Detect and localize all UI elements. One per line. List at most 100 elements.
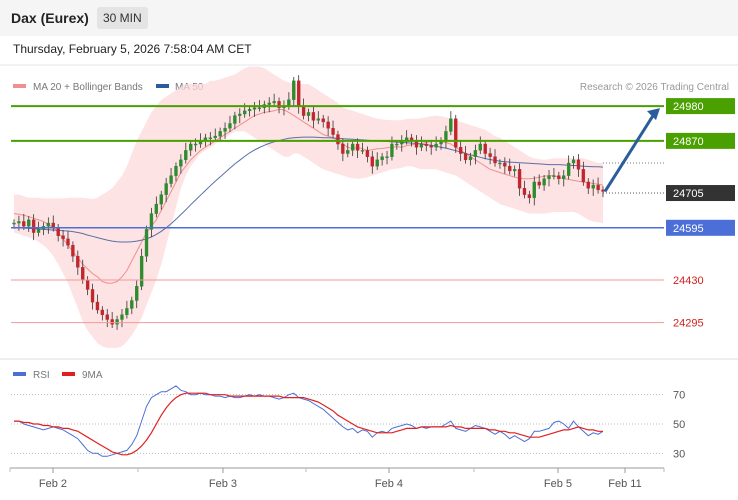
header-bar: Dax (Eurex) 30 MIN [0, 0, 738, 36]
candle-body [547, 175, 551, 180]
candle-body [27, 219, 31, 227]
candle-body [46, 222, 51, 227]
candle-body [12, 222, 16, 225]
legend-swatch-rsi [13, 372, 26, 376]
legend-rsi-ma: 9MA [82, 370, 103, 381]
support-label: 24430 [673, 275, 704, 287]
rsi-tick-label: 30 [673, 448, 685, 460]
candle-body [208, 137, 213, 139]
candle-body [228, 123, 232, 129]
x-tick-label: Feb 11 [608, 478, 641, 490]
candle-body [252, 107, 257, 110]
candle-body [257, 107, 262, 109]
pivot-label: 24595 [673, 223, 704, 235]
candle-body [571, 159, 576, 164]
candle-body [105, 314, 109, 320]
candle-body [213, 135, 217, 138]
current-price-label: 24705 [673, 188, 704, 200]
candle-body [110, 319, 114, 325]
candle-body [375, 159, 379, 167]
candle-body [56, 227, 60, 236]
candle-body [193, 143, 198, 146]
candle-body [90, 289, 95, 303]
candle-body [272, 101, 276, 104]
resistance-tag [666, 132, 735, 149]
legend-swatch-ma20 [13, 84, 26, 88]
forecast-arrow [603, 113, 656, 193]
candle-body [478, 143, 482, 151]
current-price-tag [666, 185, 735, 202]
candle-body [22, 221, 26, 227]
candle-body [95, 301, 100, 311]
candle-body [532, 181, 536, 198]
candle-body [135, 286, 139, 301]
candle-body [562, 175, 566, 180]
candle-body [164, 183, 168, 195]
legend-swatch-rsi-ma [62, 372, 75, 376]
candle-body [223, 128, 227, 132]
candle-body [434, 143, 438, 148]
candle-body [149, 213, 154, 230]
x-tick-label: Feb 3 [209, 478, 237, 490]
candle-body [174, 165, 178, 176]
candle-body [557, 175, 561, 180]
candle-body [61, 235, 65, 240]
candle-body [346, 150, 350, 154]
candle-body [154, 203, 159, 214]
candle-body [566, 162, 571, 176]
candle-body [380, 156, 384, 161]
candle-body [331, 128, 335, 135]
candle-body [385, 156, 389, 158]
candle-body [586, 181, 590, 189]
candle-body [17, 221, 21, 224]
candle-body [365, 150, 370, 157]
resistance-label: 24980 [673, 101, 704, 113]
forecast-arrow-head [647, 108, 660, 121]
candle-body [292, 80, 296, 100]
candle-body [125, 308, 129, 315]
legend-ma20: MA 20 + Bollinger Bands [33, 82, 143, 93]
timeframe-badge[interactable]: 30 MIN [97, 7, 148, 29]
candle-body [527, 194, 532, 198]
candle-body [508, 165, 512, 172]
candle-body [218, 131, 222, 137]
instrument-title: Dax (Eurex) [11, 10, 89, 26]
candle-body [233, 115, 237, 124]
candle-body [130, 300, 134, 309]
candle-body [351, 143, 355, 151]
candle-body [493, 156, 497, 164]
candle-body [277, 101, 281, 108]
candle-body [444, 131, 448, 142]
rsi-layer: 70 50 30 [11, 385, 685, 460]
candle-body [247, 109, 252, 112]
candle-body [326, 121, 330, 129]
candle-body [473, 150, 478, 157]
candle-body [31, 219, 36, 233]
candle-body [370, 156, 374, 167]
candle-body [424, 143, 428, 146]
legend-swatch-ma50 [156, 84, 169, 88]
candle-body [419, 143, 424, 148]
candle-body [454, 118, 458, 148]
candle-body [503, 162, 507, 167]
rsi-ma-line [14, 392, 603, 456]
candle-body [184, 150, 188, 161]
candle-body [139, 256, 144, 287]
candle-body [498, 162, 502, 165]
candle-body [581, 169, 586, 183]
candle-body [321, 118, 325, 123]
ma20-line [13, 108, 604, 284]
support-label: 24295 [673, 318, 704, 330]
candle-body [85, 279, 90, 290]
x-axis: Feb 2 Feb 3 Feb 4 Feb 5 Feb 11 [9, 468, 665, 490]
candle-body [238, 113, 242, 116]
credit-text: Research © 2026 Trading Central [580, 82, 729, 93]
candle-body [449, 118, 453, 132]
candle-body [336, 134, 340, 145]
candle-body [537, 181, 541, 186]
candle-body [189, 143, 193, 151]
price-layer [12, 66, 605, 348]
x-tick-label: Feb 4 [375, 478, 403, 490]
rsi-tick-label: 70 [673, 390, 685, 402]
